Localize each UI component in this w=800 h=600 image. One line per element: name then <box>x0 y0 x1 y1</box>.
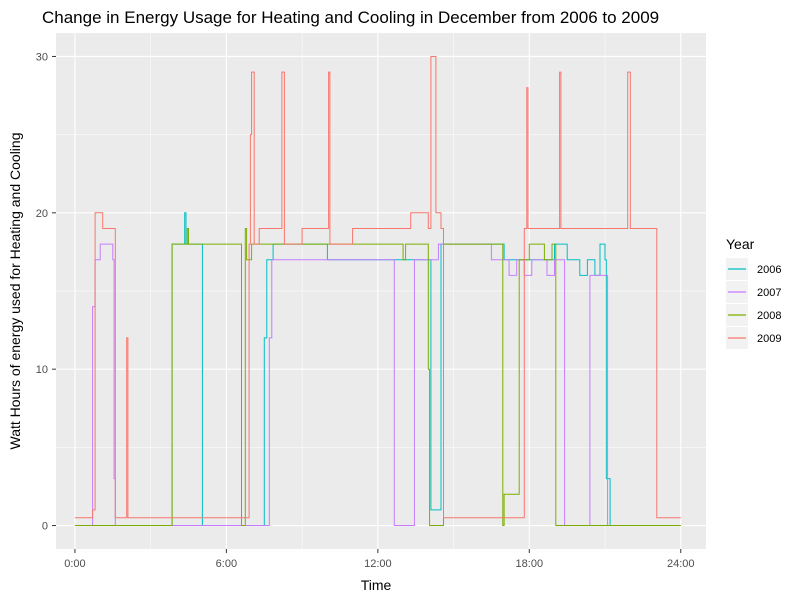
legend-label-2007: 2007 <box>757 287 781 299</box>
x-tick-label: 18:00 <box>516 558 544 570</box>
legend-label-2009: 2009 <box>757 333 781 345</box>
y-axis: 0 10 20 30 <box>36 51 56 533</box>
y-tick-label: 20 <box>36 208 48 220</box>
x-tick-label: 6:00 <box>216 558 237 570</box>
x-tick-label: 0:00 <box>64 558 85 570</box>
legend: 2006 2007 2008 2009 <box>726 258 781 349</box>
x-tick-label: 12:00 <box>364 558 392 570</box>
legend-label-2008: 2008 <box>757 310 781 322</box>
x-axis: 0:00 6:00 12:00 18:00 24:00 <box>64 549 695 570</box>
legend-label-2006: 2006 <box>757 264 781 276</box>
y-tick-label: 30 <box>36 51 48 63</box>
series-line-2008 <box>74 228 681 526</box>
y-axis-title: Watt Hours of energy used for Heating an… <box>7 133 23 450</box>
y-tick-label: 0 <box>42 521 48 533</box>
major-gridlines <box>56 33 706 549</box>
series-lines <box>74 56 681 526</box>
x-axis-title: Time <box>361 577 392 593</box>
chart-title: Change in Energy Usage for Heating and C… <box>42 8 659 27</box>
x-tick-label: 24:00 <box>667 558 695 570</box>
series-line-2007 <box>74 243 681 526</box>
minor-gridlines <box>56 33 706 549</box>
legend-title: Year <box>726 236 755 252</box>
series-line-2009 <box>74 56 681 519</box>
y-tick-label: 10 <box>36 364 48 376</box>
